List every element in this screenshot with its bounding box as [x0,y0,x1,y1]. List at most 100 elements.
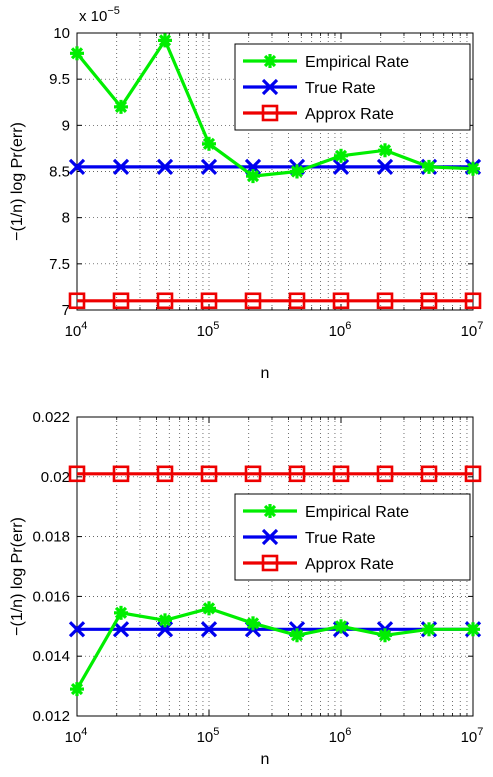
legend-marker [263,54,277,68]
legend-marker [263,504,277,518]
data-point [200,465,218,483]
data-point [376,158,394,176]
y-tick-label: 0.022 [32,409,70,426]
x-tick-label: 105 [197,726,220,746]
y-tick-label: 0.02 [41,469,70,486]
y-tick-label: 9.5 [49,71,70,88]
legend-marker [261,528,279,546]
series-empirical-rate [70,33,480,184]
data-point [466,161,480,176]
chart-2: 0.012 0.014 0.016 0.018 0.02 0.022 104 105 106 10… [9,409,483,768]
y-tick-label: 0.014 [32,648,70,665]
y-axis-label: −(1/n) log Pr(err) [9,517,26,636]
data-point [70,682,84,697]
series-approx-rate [68,465,482,483]
data-point [244,292,262,310]
data-point [464,465,482,483]
legend-item: Approx Rate [243,554,394,573]
data-point [376,465,394,483]
data-point [466,622,480,637]
data-point [113,605,128,620]
legend-label: True Rate [305,530,376,547]
data-point [156,292,174,310]
data-point [420,292,438,310]
y-tick-label: 0.018 [32,529,70,546]
data-point [113,99,128,114]
data-point [376,292,394,310]
y-tick-label: 10 [53,25,70,42]
legend-label: Empirical Rate [305,504,409,521]
data-point [334,148,348,163]
data-point [156,465,174,483]
data-point [200,158,218,176]
y-tick-label: 9 [62,117,70,134]
data-point [68,621,86,638]
legend-item: Approx Rate [243,104,394,123]
legend-label: True Rate [305,80,376,97]
data-point [245,169,260,184]
legend-item: True Rate [243,528,376,547]
x-axis-label: n [261,365,270,382]
data-point [290,164,304,179]
data-point [112,465,130,483]
legend-label: Approx Rate [305,106,394,123]
data-point [422,159,436,174]
data-point [70,46,84,61]
data-point [202,136,216,151]
series-approx-rate [68,292,482,310]
data-point [332,158,350,176]
legend-marker [261,78,279,96]
data-point [68,158,86,176]
data-point [200,621,218,638]
data-point [156,158,174,176]
data-point [334,619,348,634]
data-point [245,616,260,631]
chart-1: 7 7.5 8 8.5 9 9.5 10 104 105 106 107 x 10−5 n −(1/n) … [9,5,483,382]
legend-marker [261,104,279,122]
x-tick-label: 106 [329,726,352,746]
data-point [112,292,130,310]
x-tick-label: 106 [329,320,352,340]
data-point [288,292,306,310]
data-point [200,292,218,310]
legend: Empirical Rate True Rate Approx Rate [234,493,471,581]
data-point [332,292,350,310]
y-tick-label: 8 [62,210,70,227]
y-tick-label: 0.016 [32,588,70,605]
legend-item: Empirical Rate [243,504,409,521]
legend-marker [261,554,279,572]
x-tick-label: 107 [461,726,484,746]
data-point [112,158,130,176]
data-point [288,465,306,483]
series-empirical-rate [70,601,480,697]
y-tick-label: 7 [62,302,70,319]
y-tick-label: 8.5 [49,164,70,181]
y-axis-label: −(1/n) log Pr(err) [9,122,26,241]
data-point [158,613,173,628]
x-tick-label: 104 [65,726,88,746]
data-point [422,622,436,637]
axes-box [76,416,474,717]
legend: Empirical Rate True Rate Approx Rate [234,43,471,131]
legend-item: True Rate [243,78,376,97]
y-tick-label: 7.5 [49,256,70,273]
x-tick-label: 105 [197,320,220,340]
data-point [202,601,216,616]
y-multiplier: x 10−5 [79,5,120,25]
data-point [112,621,130,638]
legend-label: Empirical Rate [305,54,409,71]
x-axis-label: n [261,751,270,768]
legend-item: Empirical Rate [243,54,409,71]
data-point [420,465,438,483]
data-point [68,465,86,483]
data-point [464,292,482,310]
y-tick-label: 0.012 [32,708,70,725]
series-line [75,38,474,178]
data-point [332,465,350,483]
legend-label: Approx Rate [305,556,394,573]
series-line [75,606,473,690]
data-point [290,628,304,643]
data-point [244,465,262,483]
data-point [378,628,392,643]
